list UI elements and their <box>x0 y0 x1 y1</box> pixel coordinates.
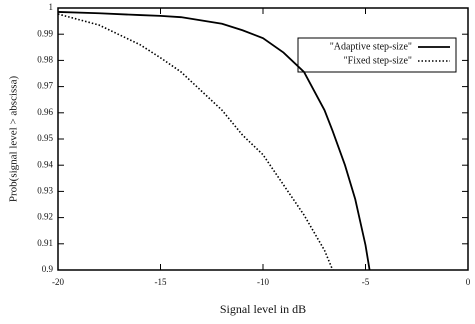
y-tick-label: 0.92 <box>37 212 53 222</box>
legend-label: "Fixed step-size" <box>344 55 412 66</box>
x-axis-label: Signal level in dB <box>220 302 306 316</box>
y-tick-label: 1 <box>49 2 54 12</box>
y-axis-label: Prob(signal level > abscissa) <box>8 76 20 203</box>
y-tick-label: 0.97 <box>37 81 53 91</box>
x-tick-label: -15 <box>155 277 167 287</box>
x-tick-label: -10 <box>257 277 269 287</box>
x-tick-label: 0 <box>466 277 471 287</box>
y-tick-label: 0.94 <box>37 159 53 169</box>
x-tick-label: -20 <box>52 277 64 287</box>
y-tick-label: 0.95 <box>37 133 53 143</box>
y-tick-label: 0.91 <box>37 238 53 248</box>
y-tick-label: 0.96 <box>37 107 53 117</box>
y-tick-label: 0.98 <box>37 54 53 64</box>
data-line <box>57 13 334 271</box>
y-tick-label: 0.99 <box>37 28 53 38</box>
data-line <box>57 11 371 271</box>
y-tick-label: 0.9 <box>42 264 54 274</box>
legend-label: "Adaptive step-size" <box>330 41 412 52</box>
y-tick-label: 0.93 <box>37 185 53 195</box>
x-tick-label: -5 <box>362 277 370 287</box>
legend-box <box>297 37 457 73</box>
